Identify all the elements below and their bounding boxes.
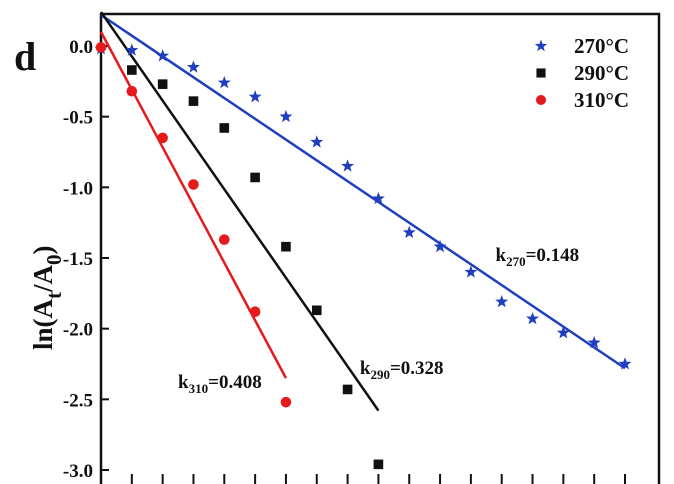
data-point-star xyxy=(156,49,170,62)
data-point-square xyxy=(536,68,546,78)
data-point-square xyxy=(219,123,230,133)
legend-entry: 290°C xyxy=(574,61,629,85)
data-point-star xyxy=(341,159,355,172)
data-point-square xyxy=(342,384,353,395)
data-point-square xyxy=(373,459,384,470)
data-points xyxy=(94,42,632,470)
data-point-square xyxy=(188,96,199,106)
data-point-star xyxy=(310,135,324,148)
legend-entry: 310°C xyxy=(574,88,629,112)
data-point-circle xyxy=(218,234,230,245)
data-point-star xyxy=(217,75,231,89)
data-point-square xyxy=(311,305,322,316)
panel-label: d xyxy=(14,34,36,79)
y-tick-label: 0.0 xyxy=(69,37,93,58)
x-axis-ticks xyxy=(130,474,626,484)
data-point-circle xyxy=(188,179,199,190)
data-point-star xyxy=(464,265,478,278)
data-point-star xyxy=(125,43,139,56)
rate-constant-label: k290=0.328 xyxy=(360,358,444,382)
data-point-circle xyxy=(157,132,168,144)
data-point-square xyxy=(127,65,137,75)
data-point-square xyxy=(157,79,168,89)
y-axis-ticks: 0.0 -0.5 -1.0 -1.5 -2.0 -2.5 -3.0 xyxy=(63,37,109,482)
fit-line xyxy=(99,31,288,379)
y-tick-label: -1.0 xyxy=(63,178,93,199)
data-point-star xyxy=(534,39,548,52)
data-point-circle xyxy=(249,306,261,318)
data-point-circle xyxy=(95,42,107,53)
fit-line xyxy=(99,11,380,412)
data-point-square xyxy=(281,241,291,252)
data-point-star xyxy=(618,357,632,370)
data-point-star xyxy=(187,60,200,73)
data-point-circle xyxy=(126,85,138,97)
y-tick-label: -1.5 xyxy=(63,249,93,270)
rate-constant-labels: k270=0.148 k290=0.328 k310=0.408 xyxy=(178,245,579,396)
plot-frame xyxy=(99,12,661,484)
legend: 270°C 290°C 310°C xyxy=(534,34,629,112)
data-point-square xyxy=(250,172,260,183)
data-point-star xyxy=(495,295,509,308)
data-point-star xyxy=(371,191,385,205)
y-tick-label: -2.5 xyxy=(63,390,93,411)
fit-line xyxy=(100,13,626,370)
y-tick-label: -3.0 xyxy=(63,461,93,482)
data-point-circle xyxy=(535,94,547,106)
data-point-star xyxy=(526,311,539,325)
data-point-circle xyxy=(280,396,292,408)
data-point-star xyxy=(279,109,293,123)
legend-entry: 270°C xyxy=(574,34,629,58)
y-axis-label: ln(At/A0) xyxy=(28,245,66,350)
data-point-star xyxy=(587,336,601,349)
y-tick-label: -0.5 xyxy=(63,108,93,129)
rate-constant-label: k270=0.148 xyxy=(496,245,580,269)
data-point-star xyxy=(433,239,447,253)
rate-constant-label: k310=0.408 xyxy=(178,372,262,396)
data-point-star xyxy=(248,90,262,103)
y-tick-label: -2.0 xyxy=(63,320,93,341)
data-point-star xyxy=(556,326,570,339)
fit-lines xyxy=(99,11,626,412)
data-point-star xyxy=(402,225,416,239)
